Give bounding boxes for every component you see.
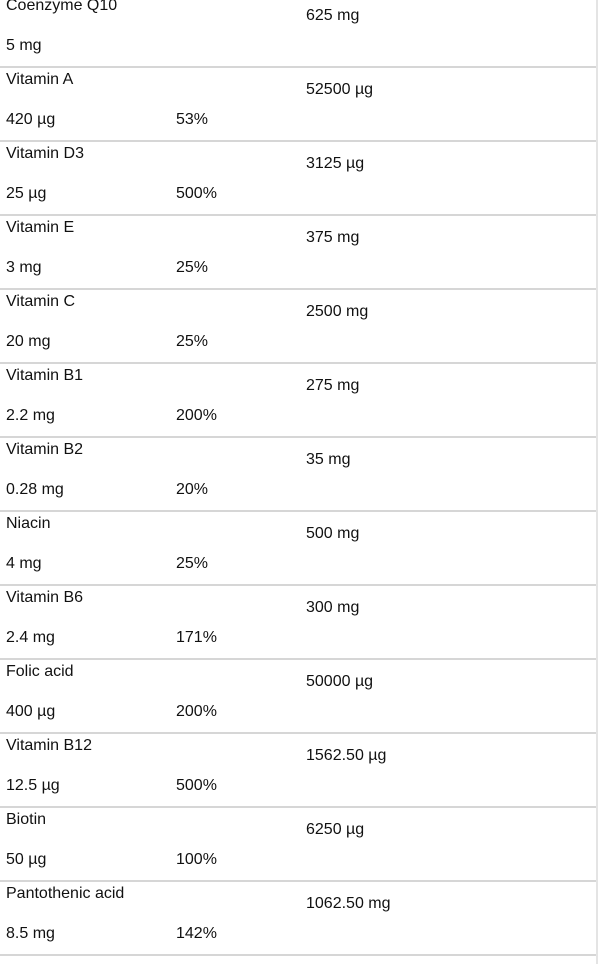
table-row: Folic acid 400 µg 200% 50000 µg	[0, 660, 596, 734]
nutrient-amount: 8.5 mg	[6, 925, 55, 942]
nutrient-amount: 4 mg	[6, 555, 42, 572]
nutrient-name: Niacin	[6, 515, 51, 532]
nutrient-name: Biotin	[6, 811, 47, 828]
nutrient-percent: 20%	[176, 481, 209, 498]
nutrient-name: Pantothenic acid	[6, 885, 125, 902]
table-row: Vitamin A 420 µg 53% 52500 µg	[0, 68, 596, 142]
nutrient-percent: 25%	[176, 333, 209, 350]
table-row: Niacin 4 mg 25% 500 mg	[0, 512, 596, 586]
nutrient-value: 50000 µg	[306, 673, 374, 690]
nutrient-amount: 420 µg	[6, 111, 56, 128]
nutrient-percent: 142%	[176, 925, 217, 942]
scroll-edge-divider	[596, 0, 598, 964]
nutrient-name: Vitamin D3	[6, 145, 84, 162]
nutrient-percent: 25%	[176, 555, 209, 572]
nutrient-amount: 400 µg	[6, 703, 56, 720]
nutrient-amount: 3 mg	[6, 259, 42, 276]
nutrient-name: Vitamin B2	[6, 441, 84, 458]
nutrient-percent: 25%	[176, 259, 209, 276]
nutrient-percent: 53%	[176, 111, 209, 128]
nutrient-amount: 20 mg	[6, 333, 51, 350]
table-row: Vitamin D3 25 µg 500% 3125 µg	[0, 142, 596, 216]
nutrient-amount: 2.4 mg	[6, 629, 55, 646]
nutrient-percent: 200%	[176, 703, 217, 720]
nutrient-value: 625 mg	[306, 7, 360, 24]
table-row: Vitamin C 20 mg 25% 2500 mg	[0, 290, 596, 364]
nutrient-percent: 200%	[176, 407, 217, 424]
table-row: Coenzyme Q10 5 mg 625 mg	[0, 0, 596, 68]
table-row: Vitamin B12 12.5 µg 500% 1562.50 µg	[0, 734, 596, 808]
nutrient-amount: 5 mg	[6, 37, 42, 54]
nutrient-name: Vitamin B1	[6, 367, 84, 384]
nutrient-percent: 100%	[176, 851, 217, 868]
nutrient-name: Folic acid	[6, 663, 74, 680]
nutrient-name: Vitamin B6	[6, 589, 84, 606]
nutrient-value: 35 mg	[306, 451, 351, 468]
nutrient-percent: 171%	[176, 629, 217, 646]
nutrient-name: Vitamin C	[6, 293, 76, 310]
table-row: Pantothenic acid 8.5 mg 142% 1062.50 mg	[0, 882, 596, 956]
table-row: Vitamin B1 2.2 mg 200% 275 mg	[0, 364, 596, 438]
nutrient-name: Coenzyme Q10	[6, 0, 118, 14]
nutrient-value: 2500 mg	[306, 303, 369, 320]
nutrient-value: 375 mg	[306, 229, 360, 246]
table-row: Vitamin B2 0.28 mg 20% 35 mg	[0, 438, 596, 512]
nutrient-amount: 25 µg	[6, 185, 47, 202]
nutrient-value: 275 mg	[306, 377, 360, 394]
nutrient-percent: 500%	[176, 185, 217, 202]
nutrient-name: Vitamin A	[6, 71, 74, 88]
nutrient-name: Vitamin E	[6, 219, 75, 236]
nutrient-value: 300 mg	[306, 599, 360, 616]
table-row: Biotin 50 µg 100% 6250 µg	[0, 808, 596, 882]
table-row: Vitamin E 3 mg 25% 375 mg	[0, 216, 596, 290]
nutrient-value: 6250 µg	[306, 821, 365, 838]
nutrient-percent: 500%	[176, 777, 217, 794]
nutrient-amount: 0.28 mg	[6, 481, 64, 498]
nutrient-value: 52500 µg	[306, 81, 374, 98]
nutrient-value: 1562.50 µg	[306, 747, 387, 764]
nutrient-amount: 12.5 µg	[6, 777, 60, 794]
nutrient-name: Vitamin B12	[6, 737, 92, 754]
nutrient-amount: 2.2 mg	[6, 407, 55, 424]
table-row: Vitamin B6 2.4 mg 171% 300 mg	[0, 586, 596, 660]
nutrient-value: 3125 µg	[306, 155, 365, 172]
nutrient-amount: 50 µg	[6, 851, 47, 868]
nutrient-value: 1062.50 mg	[306, 895, 391, 912]
nutrient-value: 500 mg	[306, 525, 360, 542]
